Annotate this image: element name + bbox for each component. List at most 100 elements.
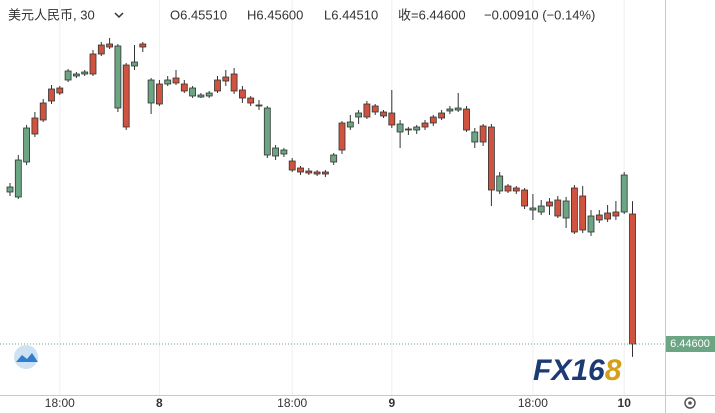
candle-body (172, 77, 180, 84)
candle-body (330, 154, 338, 163)
candle-body (521, 189, 528, 207)
candle-body (73, 73, 80, 77)
candle-body (288, 160, 296, 171)
candle-body (214, 79, 221, 92)
candle-body (155, 83, 163, 105)
candle-body (14, 159, 22, 198)
candle-body (579, 195, 587, 231)
candle-body (388, 112, 396, 126)
candle-body (346, 121, 354, 128)
candle-body (446, 108, 454, 112)
candle-body (139, 43, 147, 48)
header-low: L6.44510 (324, 7, 378, 22)
candle-body (106, 43, 113, 48)
candle-body (487, 126, 495, 191)
candle-body (305, 170, 313, 174)
candle-body (238, 89, 246, 99)
candle-body (471, 131, 479, 143)
candles (6, 38, 636, 357)
header-change: −0.00910 (−0.14%) (484, 7, 595, 22)
candle-body (512, 187, 520, 192)
candle-body (421, 122, 429, 128)
interval-chevron[interactable] (114, 12, 124, 19)
candle-body (81, 71, 89, 75)
settings-icon[interactable] (684, 397, 696, 409)
candle-body (604, 212, 611, 220)
candle-body (31, 117, 39, 135)
candle-body (39, 102, 47, 121)
watermark: FX168 (533, 354, 622, 387)
candle-body (23, 127, 31, 163)
candle-body (562, 200, 570, 219)
candle-body (205, 92, 213, 97)
candle-body (595, 214, 603, 221)
candle-body (454, 107, 462, 111)
symbol-title: 美元人民币, 30 (8, 7, 95, 22)
gear (684, 397, 696, 409)
x-tick-label: 10 (618, 396, 632, 410)
candle-body (546, 201, 553, 207)
logo-bg (14, 345, 38, 369)
header-high: H6.45600 (247, 7, 303, 22)
x-tick-label: 18:00 (518, 396, 548, 410)
candle-body (587, 215, 595, 233)
candle-body (197, 94, 205, 98)
last-price-box (666, 336, 715, 352)
candle-body (280, 149, 288, 155)
candle-body (122, 64, 130, 128)
candle-body (413, 126, 421, 131)
x-tick-label: 9 (388, 396, 395, 410)
x-tick-label: 18:00 (45, 396, 75, 410)
last-price-label: 6.44600 (670, 338, 710, 350)
candle-body (612, 211, 620, 217)
candle-body (247, 97, 255, 104)
header-close: 收=6.44600 (398, 7, 466, 22)
candle-body (56, 87, 64, 94)
candle-body (64, 70, 72, 81)
candle-body (131, 61, 138, 67)
candle-body (222, 76, 230, 82)
candle-body (620, 174, 628, 213)
candle-body (479, 125, 487, 143)
gear-hub (688, 401, 692, 405)
watermark-accent: 8 (605, 354, 622, 387)
candle-body (147, 79, 155, 104)
candle-body (272, 147, 280, 157)
candle-body (537, 205, 545, 213)
candle-body (321, 171, 329, 175)
candle-body (97, 44, 105, 55)
candle-body (429, 116, 437, 124)
candle-body (371, 105, 379, 113)
candle-body (189, 87, 197, 97)
candle-body (48, 88, 55, 102)
candle-body (255, 104, 263, 107)
watermark-main: FX16 (533, 354, 605, 387)
candle-body (496, 175, 504, 192)
logo-icon[interactable] (14, 345, 38, 369)
candle-body (463, 108, 470, 131)
candle-body (297, 167, 304, 173)
candle-body (164, 79, 172, 85)
candle-body (629, 213, 636, 345)
x-tick-label: 18:00 (277, 396, 307, 410)
candle-body (504, 185, 512, 192)
candle-body (6, 186, 14, 193)
candle-body (554, 199, 562, 217)
candle-body (404, 128, 412, 131)
candle-body (180, 83, 188, 92)
candle-body (571, 187, 578, 233)
candle-body (396, 123, 404, 133)
candle-body (338, 122, 346, 151)
candle-body (89, 53, 97, 75)
logo-shape (16, 353, 38, 362)
candle-body (263, 107, 271, 156)
candle-body (438, 112, 446, 119)
candle-body (313, 171, 321, 175)
x-tick-label: 8 (156, 396, 163, 410)
candle-body (114, 45, 122, 109)
candle-body (230, 73, 238, 92)
candle-body (529, 207, 537, 211)
candle-body (355, 112, 363, 118)
candle-body (363, 103, 371, 118)
